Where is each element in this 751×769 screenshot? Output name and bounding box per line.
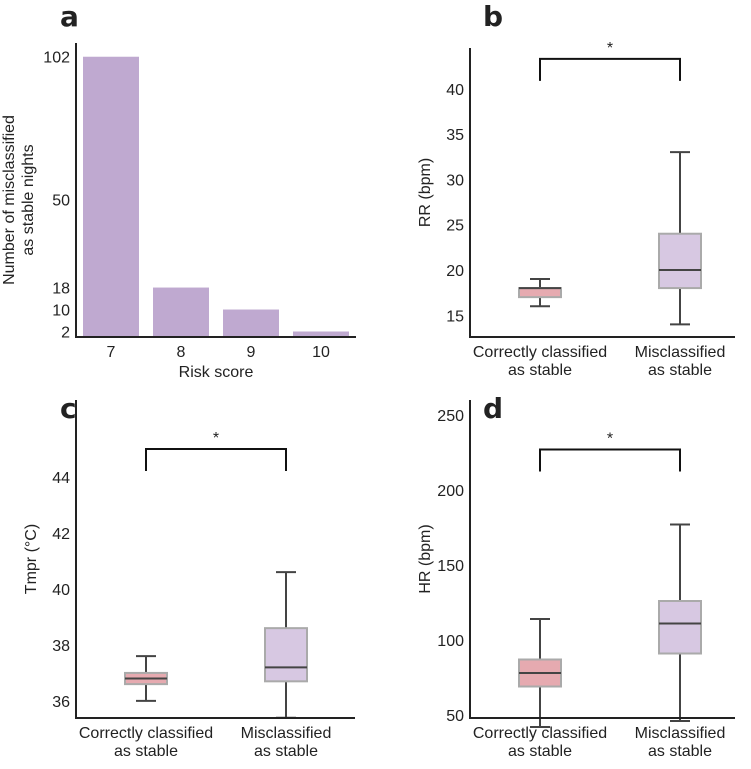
x-tick-label-line: as stable	[254, 743, 318, 760]
significance-marker: *	[607, 431, 613, 448]
y-tick-label: 15	[446, 308, 464, 325]
y-tick-label: 150	[437, 558, 464, 575]
bar-8	[153, 287, 209, 337]
iqr-box	[658, 600, 702, 655]
box-correct	[518, 618, 562, 728]
x-tick-label-line: Correctly classified	[79, 725, 213, 742]
box-misclassified	[658, 523, 702, 722]
y-tick-label: 42	[52, 526, 70, 543]
y-axis-label-line: Number of misclassified	[1, 115, 18, 285]
y-tick-label: 20	[446, 263, 464, 280]
box-correct	[124, 655, 168, 702]
y-axis-label-line: as stable nights	[20, 144, 37, 255]
x-tick-label: 8	[177, 344, 186, 361]
y-tick-label: 10	[52, 303, 70, 320]
y-tick-label: 36	[52, 694, 70, 711]
iqr-box	[264, 627, 308, 683]
y-axis-label: HR (bpm)	[417, 524, 434, 593]
x-tick-label-line: as stable	[508, 362, 572, 379]
significance-bracket	[539, 448, 681, 472]
x-tick-label-line: Misclassified	[635, 344, 726, 361]
panel-letter: b	[483, 0, 503, 33]
y-tick-label: 30	[446, 172, 464, 189]
y-tick-label: 18	[52, 281, 70, 298]
iqr-box	[518, 287, 562, 299]
box-correct	[518, 278, 562, 308]
x-tick-label-line: Correctly classified	[473, 725, 607, 742]
box-misclassified	[264, 571, 308, 719]
significance-marker: *	[607, 40, 613, 57]
y-tick-label: 250	[437, 408, 464, 425]
panel-letter: c	[60, 392, 77, 425]
x-tick-label: 10	[312, 344, 330, 361]
y-tick-label: 2	[61, 325, 70, 342]
significance-bracket	[539, 57, 681, 81]
y-tick-label: 38	[52, 638, 70, 655]
y-tick-label: 25	[446, 218, 464, 235]
x-axis-label: Risk score	[179, 364, 254, 381]
y-tick-label: 44	[52, 470, 70, 487]
x-tick-label-line: Misclassified	[635, 725, 726, 742]
box-misclassified	[658, 151, 702, 326]
y-tick-label: 50	[52, 193, 70, 210]
y-axis-label: Tmpr (°C)	[23, 524, 40, 594]
significance-marker: *	[213, 430, 219, 447]
significance-bracket	[145, 447, 287, 471]
bar-10	[293, 331, 349, 337]
x-tick-label: Correctly classified as stable	[79, 725, 213, 760]
y-axis-label: Number of misclassified as stable nights	[1, 115, 37, 285]
x-tick-label: 7	[107, 344, 116, 361]
panel-letter: d	[483, 392, 503, 425]
x-tick-label: Correctly classified as stable	[473, 344, 607, 379]
x-tick-label-line: as stable	[114, 743, 178, 760]
y-tick-label: 35	[446, 127, 464, 144]
x-tick-label-line: Correctly classified	[473, 344, 607, 361]
y-tick-label: 200	[437, 483, 464, 500]
y-tick-label: 40	[446, 82, 464, 99]
x-tick-label: Misclassified as stable	[241, 725, 332, 760]
x-tick-label-line: as stable	[648, 743, 712, 760]
y-axis-label: RR (bpm)	[417, 158, 434, 227]
x-tick-label-line: as stable	[508, 743, 572, 760]
panel-letter: a	[60, 0, 79, 33]
y-tick-label: 100	[437, 633, 464, 650]
x-tick-label: 9	[247, 344, 256, 361]
y-tick-label: 40	[52, 582, 70, 599]
x-tick-label-line: Misclassified	[241, 725, 332, 742]
y-tick-label: 102	[43, 50, 70, 67]
x-tick-label: Misclassified as stable	[635, 344, 726, 379]
x-tick-label: Misclassified as stable	[635, 725, 726, 760]
bar-7	[83, 56, 139, 338]
iqr-box	[658, 232, 702, 290]
x-tick-label: Correctly classified as stable	[473, 725, 607, 760]
x-tick-label-line: as stable	[648, 362, 712, 379]
bar-9	[223, 309, 279, 337]
y-tick-label: 50	[446, 708, 464, 725]
